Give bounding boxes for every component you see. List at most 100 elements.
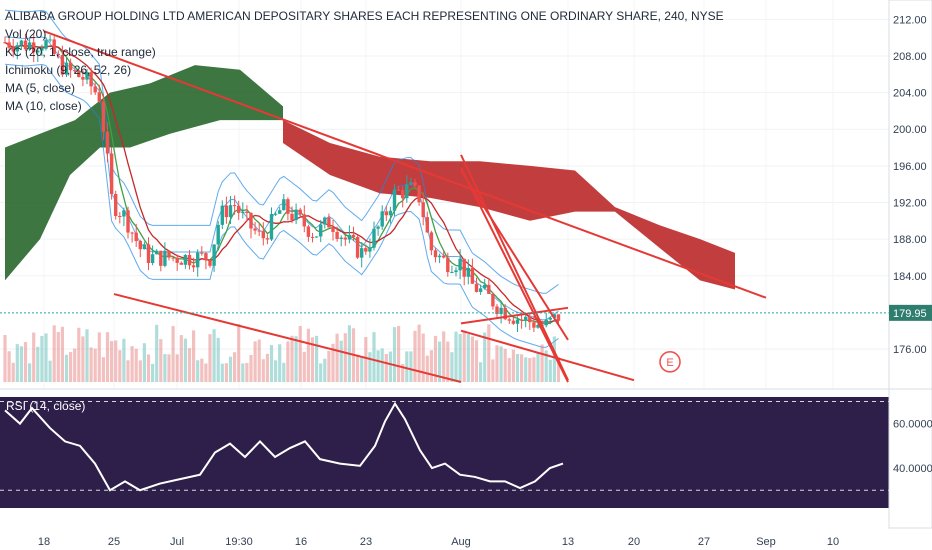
volume-bar bbox=[93, 348, 97, 382]
candle-body bbox=[556, 314, 561, 321]
rsi-title: RSI (14, close) bbox=[6, 399, 85, 413]
rsi-line bbox=[4, 401, 564, 492]
legend-ma5[interactable]: MA (5, close) bbox=[5, 81, 75, 95]
candle-body bbox=[396, 189, 401, 191]
candle-body bbox=[208, 260, 212, 266]
time-tick-label: 13 bbox=[562, 536, 574, 548]
candle-body bbox=[331, 227, 335, 232]
candle-body bbox=[290, 213, 294, 221]
rsi-pane[interactable]: RSI (14, close) bbox=[0, 397, 889, 508]
candle-body bbox=[249, 212, 253, 229]
trendline bbox=[460, 329, 635, 382]
volume-bar bbox=[401, 363, 405, 382]
volume-bar bbox=[179, 335, 183, 382]
candle-body bbox=[265, 238, 270, 240]
volume-bar bbox=[187, 348, 192, 382]
volume-bar bbox=[220, 363, 224, 382]
price-tick-label: 204.00 bbox=[893, 88, 927, 100]
candle-body bbox=[191, 265, 196, 268]
candle-body bbox=[126, 210, 130, 233]
volume-bar bbox=[384, 354, 388, 382]
volume-bar bbox=[151, 363, 155, 382]
time-tick-label: 25 bbox=[108, 536, 120, 548]
volume-bar bbox=[540, 344, 544, 382]
candle-body bbox=[528, 316, 532, 323]
legend-ma10[interactable]: MA (10, close) bbox=[5, 99, 82, 113]
volume-bar bbox=[146, 354, 151, 382]
volume-bar bbox=[212, 329, 216, 382]
candle-body bbox=[93, 86, 97, 93]
volume-bar bbox=[474, 340, 479, 382]
volume-bar bbox=[339, 340, 343, 382]
volume-bar bbox=[503, 348, 507, 382]
earnings-label: E bbox=[666, 357, 673, 369]
volume-bar bbox=[454, 331, 458, 382]
volume-bar bbox=[171, 326, 175, 382]
candle-body bbox=[138, 241, 142, 250]
candle-body bbox=[85, 72, 89, 80]
volume-bar bbox=[515, 353, 520, 382]
price-tick-label: 176.00 bbox=[893, 344, 927, 356]
candle-body bbox=[376, 226, 380, 229]
volume-bar bbox=[548, 359, 552, 382]
volume-bar bbox=[380, 348, 384, 382]
candle-body bbox=[257, 230, 261, 232]
volume-bar bbox=[483, 332, 487, 382]
candle-body bbox=[499, 307, 503, 314]
cloud-bullish bbox=[5, 65, 283, 281]
volume-bar bbox=[442, 331, 446, 382]
candle-body bbox=[483, 284, 487, 289]
volume-bar bbox=[298, 326, 302, 382]
volume-bar bbox=[433, 335, 438, 382]
candle-body bbox=[56, 53, 60, 55]
trendlines bbox=[43, 30, 767, 383]
price-pane[interactable]: E ALIBABA GROUP HOLDING LTD AMERICAN DEP… bbox=[0, 0, 889, 389]
candle-body bbox=[183, 254, 188, 265]
candle-body bbox=[7, 42, 11, 48]
candle-body bbox=[241, 211, 245, 213]
candle-body bbox=[32, 42, 36, 53]
candle-body bbox=[368, 247, 372, 252]
candle-body bbox=[339, 237, 343, 239]
price-tick-label: 192.00 bbox=[893, 197, 927, 209]
moving-averages bbox=[4, 41, 559, 325]
candle-body bbox=[478, 288, 483, 292]
legend-volume[interactable]: Vol (20) bbox=[5, 27, 46, 41]
kc-upper bbox=[4, 9, 559, 294]
volume-bar bbox=[105, 332, 110, 382]
volume-bar bbox=[216, 337, 220, 382]
candle-body bbox=[429, 232, 434, 251]
earnings-marker[interactable]: E bbox=[659, 351, 681, 373]
legend-ichimoku[interactable]: Ichimoku (9, 26, 52, 26) bbox=[5, 63, 131, 77]
candle-body bbox=[511, 320, 516, 324]
volume-bar bbox=[69, 351, 73, 382]
candle-body bbox=[122, 210, 126, 217]
volume-bar bbox=[458, 333, 462, 382]
volume-bar bbox=[372, 332, 376, 382]
candle-body bbox=[11, 47, 15, 52]
volume-bar bbox=[528, 358, 532, 382]
candle-body bbox=[524, 316, 528, 320]
volume-bar bbox=[134, 348, 138, 382]
candle-body bbox=[372, 228, 376, 248]
candle-body bbox=[462, 258, 466, 277]
volume-bar bbox=[56, 332, 60, 382]
legend-kc[interactable]: KC (20, 1, close, true range) bbox=[5, 45, 156, 59]
time-tick-label: 19:30 bbox=[225, 536, 253, 548]
price-tick-label: 212.00 bbox=[893, 14, 927, 26]
candle-body bbox=[536, 324, 540, 328]
candle-body bbox=[163, 250, 167, 266]
candle-body bbox=[532, 322, 536, 328]
candle-body bbox=[384, 211, 388, 216]
volume-bar bbox=[315, 335, 319, 382]
time-tick-label: 16 bbox=[295, 536, 307, 548]
candle-body bbox=[64, 62, 69, 75]
candle-body bbox=[89, 72, 93, 87]
volume-bar bbox=[110, 341, 114, 382]
volume-bar bbox=[208, 334, 212, 382]
earnings-circle bbox=[659, 351, 681, 373]
candle-body bbox=[273, 213, 278, 215]
rsi-axis: 60.0000 40.0000 bbox=[893, 419, 932, 475]
candle-body bbox=[175, 257, 179, 263]
